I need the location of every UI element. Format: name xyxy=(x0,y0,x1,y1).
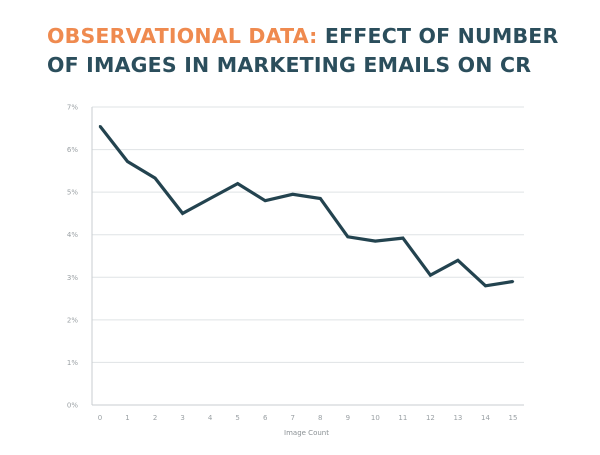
x-tick-label: 10 xyxy=(371,414,380,422)
data-point xyxy=(153,176,157,180)
x-tick-label: 1 xyxy=(125,414,129,422)
x-axis-title: Image Count xyxy=(284,429,329,437)
y-tick-label: 5% xyxy=(67,189,78,197)
x-tick-label: 8 xyxy=(318,414,322,422)
y-tick-label: 2% xyxy=(67,316,78,324)
y-tick-label: 6% xyxy=(67,146,78,154)
data-point xyxy=(291,193,294,196)
data-point xyxy=(208,197,212,200)
y-tick-label: 7% xyxy=(67,104,78,112)
x-tick-label: 6 xyxy=(263,414,268,422)
y-tick-label: 3% xyxy=(67,274,78,282)
y-tick-label: 0% xyxy=(67,402,78,410)
chart-title-accent: OBSERVATIONAL DATA: xyxy=(47,24,318,48)
data-point xyxy=(429,273,432,277)
data-point xyxy=(484,284,487,287)
x-tick-label: 11 xyxy=(398,414,407,422)
chart-title: OBSERVATIONAL DATA: EFFECT OF NUMBER OF … xyxy=(47,22,592,80)
x-tick-label: 15 xyxy=(509,414,518,422)
data-point xyxy=(98,124,102,128)
data-point xyxy=(126,160,129,163)
x-tick-label: 4 xyxy=(208,414,213,422)
x-tick-label: 12 xyxy=(426,414,435,422)
y-tick-label: 4% xyxy=(67,231,78,239)
x-tick-label: 9 xyxy=(346,414,350,422)
series-line xyxy=(98,125,514,288)
data-point xyxy=(511,280,515,283)
y-axis-tick-labels: 0% 1% 2% 3% 4% 5% 6% 7% xyxy=(67,104,78,410)
data-point xyxy=(319,197,322,200)
data-point xyxy=(181,212,184,215)
data-point xyxy=(236,182,239,185)
data-point xyxy=(456,259,460,262)
x-tick-label: 3 xyxy=(180,414,184,422)
y-tick-label: 1% xyxy=(67,359,78,367)
data-point xyxy=(401,236,405,240)
series-layer xyxy=(98,124,515,288)
chart-title-main: EFFECT OF NUMBER OF IMAGES IN MARKETING … xyxy=(47,24,559,77)
x-tick-label: 7 xyxy=(290,414,294,422)
x-axis-tick-labels: 0 1 2 3 4 5 6 7 8 9 10 11 12 13 14 15 xyxy=(98,414,518,422)
x-tick-label: 0 xyxy=(98,414,102,422)
data-point xyxy=(374,239,377,243)
grid-lines xyxy=(91,106,524,406)
x-tick-label: 2 xyxy=(153,414,157,422)
data-point xyxy=(264,199,267,202)
x-tick-label: 5 xyxy=(235,414,239,422)
data-point xyxy=(346,235,349,239)
x-tick-label: 14 xyxy=(481,414,490,422)
x-tick-label: 13 xyxy=(453,414,462,422)
